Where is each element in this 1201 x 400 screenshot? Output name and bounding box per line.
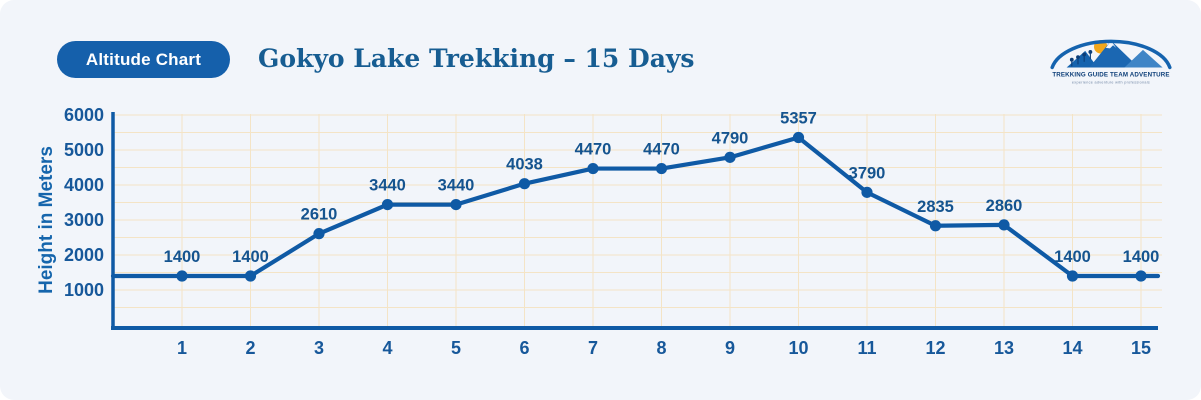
data-point [381, 199, 394, 211]
y-tick-label: 3000 [64, 210, 104, 230]
x-tick-label: 10 [788, 338, 808, 358]
x-tick-label: 1 [177, 338, 187, 358]
y-tick-label: 1000 [64, 280, 104, 300]
data-point-label: 3440 [438, 177, 475, 195]
data-point-label: 4038 [506, 156, 543, 174]
logo-name: TREKKING GUIDE TEAM ADVENTURE [1052, 72, 1169, 79]
x-tick-label: 6 [519, 338, 529, 358]
x-tick-label: 2 [245, 338, 255, 358]
data-point [244, 270, 257, 282]
logo-tagline: experience adventure with professionals [1072, 80, 1150, 84]
data-point [450, 199, 462, 211]
data-point [655, 162, 668, 175]
x-tick-label: 3 [314, 338, 324, 358]
data-point-label: 2835 [917, 198, 954, 216]
data-point-label: 1400 [164, 248, 201, 266]
y-tick-label: 2000 [64, 245, 104, 265]
snow-cap-icon [1105, 40, 1117, 49]
data-point [929, 220, 942, 232]
badge-label: Altitude Chart [85, 49, 202, 69]
mountain-main-icon [1089, 40, 1139, 68]
data-point-label: 2610 [301, 206, 338, 224]
y-tick-label: 6000 [64, 105, 104, 125]
data-point [792, 131, 805, 144]
arch-icon [1050, 39, 1172, 70]
data-point [724, 151, 736, 163]
x-tick-label: 12 [925, 338, 945, 358]
mountain-arch-icon: TREKKING GUIDE TEAM ADVENTURE experience… [1050, 39, 1172, 84]
data-point [861, 186, 873, 198]
mountain-left-icon [1066, 50, 1098, 68]
altitude-chart-badge: Altitude Chart [57, 41, 230, 78]
data-point-label: 2860 [986, 197, 1023, 215]
x-tick-label: 14 [1062, 338, 1082, 358]
data-point-label: 1400 [1123, 248, 1160, 266]
trekkers-icon [1069, 50, 1093, 67]
data-point-label: 5357 [780, 110, 817, 128]
x-tick-label: 13 [994, 338, 1014, 358]
data-point-label: 4470 [575, 141, 612, 159]
x-tick-label: 5 [451, 338, 461, 358]
data-point [176, 270, 188, 282]
mountain-right-icon [1124, 49, 1163, 68]
x-tick-label: 7 [588, 338, 598, 358]
data-point [313, 228, 325, 240]
y-tick-label: 4000 [64, 175, 104, 195]
data-point-label: 4790 [712, 129, 749, 147]
page-title: Gokyo Lake Trekking – 15 Days [258, 44, 695, 73]
x-tick-label: 15 [1131, 338, 1151, 358]
data-point [587, 162, 599, 175]
data-point-label: 1400 [232, 248, 269, 266]
data-point [1135, 270, 1147, 282]
y-tick-label: 5000 [64, 140, 104, 160]
company-logo: TREKKING GUIDE TEAM ADVENTURE experience… [1046, 21, 1176, 85]
x-tick-label: 4 [382, 338, 392, 358]
data-point-label: 4470 [643, 141, 680, 159]
data-point-label: 3790 [849, 164, 886, 182]
data-point [1066, 270, 1079, 282]
x-tick-label: 9 [725, 338, 735, 358]
x-tick-label: 11 [857, 338, 876, 358]
data-point [518, 178, 531, 190]
y-axis-title: Height in Meters [36, 146, 57, 294]
data-point-label: 3440 [369, 177, 406, 195]
data-point [998, 219, 1010, 231]
data-point-label: 1400 [1054, 248, 1091, 266]
x-tick-label: 8 [656, 338, 666, 358]
